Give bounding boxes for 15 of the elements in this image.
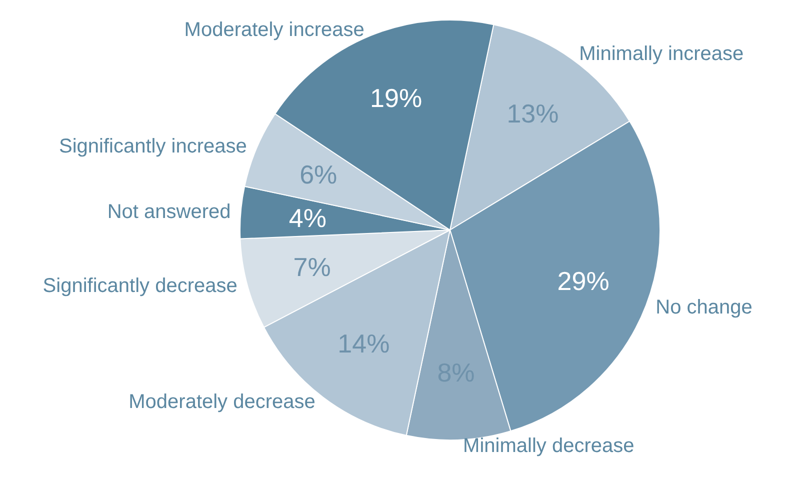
slice-label: Moderately decrease xyxy=(128,391,316,414)
data-label: 13% xyxy=(506,98,559,129)
slice-label: Minimally decrease xyxy=(463,434,634,457)
slice-label: Moderately increase xyxy=(184,19,364,42)
data-label: 4% xyxy=(288,203,326,234)
data-label: 14% xyxy=(338,328,390,359)
slice-label: Minimally increase xyxy=(579,42,744,65)
slice-label: Not answered xyxy=(107,200,231,223)
slice-label: Significantly increase xyxy=(59,135,247,158)
data-label: 7% xyxy=(293,252,331,282)
data-label: 6% xyxy=(300,160,338,190)
slice-label: No change xyxy=(656,296,752,318)
data-label: 29% xyxy=(557,266,610,296)
slice-label: Significantly decrease xyxy=(42,274,238,297)
data-label: 19% xyxy=(370,82,422,113)
